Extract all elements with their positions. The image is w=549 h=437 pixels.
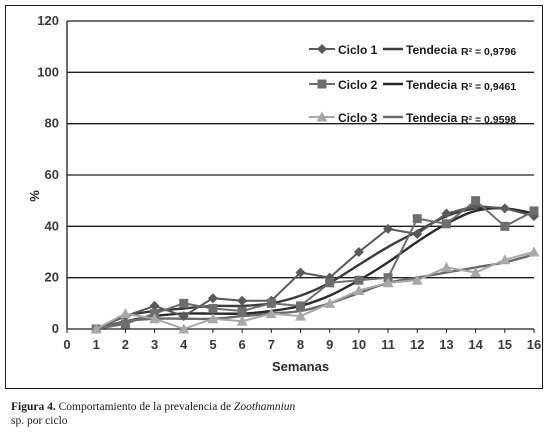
x-tick-label: 1 bbox=[93, 337, 100, 352]
data-point bbox=[237, 306, 247, 316]
data-point bbox=[382, 277, 394, 288]
series-line bbox=[96, 199, 535, 330]
caption-text-end: sp. por ciclo bbox=[11, 415, 68, 427]
legend-series-label: Ciclo 2 bbox=[338, 78, 378, 92]
trend-line-3 bbox=[95, 253, 535, 331]
data-point bbox=[470, 267, 482, 278]
legend-marker bbox=[317, 44, 327, 54]
data-point bbox=[178, 323, 190, 334]
legend-trend-label: Tendecia bbox=[406, 78, 457, 92]
y-tick-label: 40 bbox=[45, 218, 59, 233]
data-point bbox=[412, 229, 423, 240]
x-tick-label: 2 bbox=[122, 337, 129, 352]
legend-marker bbox=[316, 111, 328, 122]
x-tick-label: 13 bbox=[439, 337, 453, 352]
data-point bbox=[354, 275, 364, 285]
legend-marker bbox=[317, 79, 327, 89]
y-tick-label: 80 bbox=[45, 116, 59, 131]
x-tick-label: 12 bbox=[410, 337, 424, 352]
data-point bbox=[411, 274, 423, 285]
data-point bbox=[179, 298, 189, 308]
legend: Ciclo 1 Tendecia R² = 0,9796 Ciclo 2 Tendeci… bbox=[309, 43, 516, 126]
data-point bbox=[499, 203, 510, 214]
series-2 bbox=[91, 196, 539, 334]
data-point bbox=[353, 285, 365, 295]
legend-trend-label: Tendecia bbox=[406, 43, 457, 57]
legend-trend-label: Tendecia bbox=[406, 111, 457, 125]
x-tick-label: 4 bbox=[180, 337, 188, 352]
x-tick-label: 10 bbox=[352, 337, 366, 352]
data-point bbox=[295, 267, 306, 278]
caption-species: Zoothamniun bbox=[233, 401, 296, 413]
data-point bbox=[178, 311, 189, 322]
data-point bbox=[236, 315, 248, 326]
data-point bbox=[412, 214, 422, 224]
y-axis-title: % bbox=[27, 190, 42, 202]
x-tick-label: 8 bbox=[297, 337, 304, 352]
data-point bbox=[499, 254, 511, 265]
data-point bbox=[441, 219, 451, 229]
y-tick-label: 120 bbox=[37, 13, 59, 28]
data-point bbox=[440, 261, 452, 272]
data-point bbox=[529, 206, 539, 216]
series-line bbox=[95, 251, 535, 331]
series-line bbox=[95, 204, 535, 330]
x-tick-label: 3 bbox=[151, 337, 158, 352]
data-point bbox=[500, 221, 510, 231]
figure-label: Figura 4. bbox=[11, 401, 56, 413]
figure-caption: Figura 4. Comportamiento de la prevalenc… bbox=[11, 400, 541, 428]
x-tick-label: 5 bbox=[209, 337, 216, 352]
data-point bbox=[208, 303, 218, 313]
data-point bbox=[149, 300, 160, 311]
data-point bbox=[207, 293, 218, 304]
y-tick-label: 0 bbox=[52, 321, 59, 336]
data-point bbox=[119, 308, 131, 319]
data-point bbox=[149, 313, 161, 324]
data-point bbox=[353, 247, 364, 257]
data-point bbox=[237, 295, 248, 306]
x-tick-label: 15 bbox=[498, 337, 512, 352]
data-point bbox=[324, 297, 336, 308]
trend-line-2 bbox=[95, 207, 535, 331]
data-point bbox=[441, 208, 452, 219]
data-point bbox=[265, 308, 277, 319]
data-point bbox=[120, 319, 130, 329]
y-tick-label: 100 bbox=[37, 64, 59, 79]
data-point bbox=[266, 298, 276, 308]
data-point bbox=[295, 310, 306, 321]
legend-r2-value: R² = 0,9598 bbox=[461, 114, 516, 126]
caption-text: Comportamiento de la prevalencia de bbox=[55, 401, 234, 413]
data-point bbox=[471, 196, 481, 206]
series-3 bbox=[90, 246, 540, 334]
x-tick-label: 6 bbox=[239, 337, 246, 352]
x-tick-label: 9 bbox=[326, 337, 333, 352]
legend-r2-value: R² = 0,9796 bbox=[461, 46, 516, 58]
legend-r2-value: R² = 0,9461 bbox=[461, 81, 516, 93]
y-tick-label: 60 bbox=[45, 167, 59, 182]
x-tick-label: 0 bbox=[63, 337, 70, 352]
data-point bbox=[90, 323, 102, 334]
x-tick-label: 7 bbox=[268, 337, 275, 352]
x-tick-label: 14 bbox=[468, 337, 483, 352]
data-point bbox=[325, 278, 335, 288]
x-tick-label: 16 bbox=[527, 337, 541, 352]
x-axis-title: Semanas bbox=[272, 359, 329, 374]
chart-frame: 0 20 40 60 80 100 120 0 1 2 3 4 5 6 7 8 9 10 11 12 13 14 15 16 S… bbox=[5, 5, 543, 389]
data-point bbox=[207, 313, 219, 324]
data-point bbox=[383, 223, 394, 234]
data-point bbox=[296, 301, 305, 311]
data-point bbox=[528, 246, 540, 257]
x-tick-label: 11 bbox=[381, 337, 395, 352]
y-tick-label: 20 bbox=[45, 270, 59, 285]
legend-series-label: Ciclo 3 bbox=[338, 111, 378, 125]
legend-series-label: Ciclo 1 bbox=[338, 43, 378, 57]
